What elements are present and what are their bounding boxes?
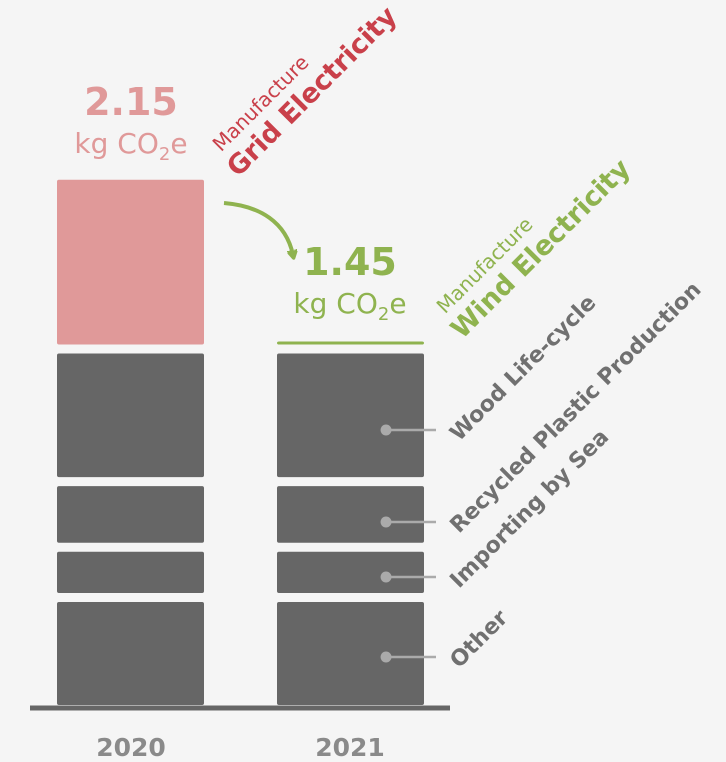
bar-2021-other xyxy=(277,602,424,705)
total-2021-unit: kg CO2e xyxy=(293,287,406,325)
bar-2020-wood-life-cycle xyxy=(57,353,204,478)
bar-2021-recycled-plastic-production xyxy=(277,486,424,543)
bar-2021-manufacture xyxy=(277,341,424,345)
total-2020-value: 2.15 xyxy=(84,80,178,124)
total-2021: 1.45 kg CO2e xyxy=(293,240,406,325)
year-label-2021: 2021 xyxy=(315,733,385,762)
bar-2021-wood-life-cycle xyxy=(277,353,424,478)
annotation-wind-electricity: Manufacture Wind Electricity xyxy=(432,153,638,345)
annotation-wind-big: Wind Electricity xyxy=(445,153,637,345)
bar-2020-recycled-plastic-production xyxy=(57,486,204,543)
total-2020-unit: kg CO2e xyxy=(74,127,187,165)
transition-arrow xyxy=(223,201,293,255)
annotation-grid-big: Grid Electricity xyxy=(221,0,404,183)
bars-group xyxy=(57,179,424,705)
year-label-2020: 2020 xyxy=(96,733,166,762)
total-2020: 2.15 kg CO2e xyxy=(74,80,187,165)
total-2021-value: 1.45 xyxy=(303,240,397,284)
annotation-grid-electricity: Manufacture Grid Electricity xyxy=(208,0,404,183)
bar-2020-manufacture xyxy=(57,179,204,345)
segment-label-text-other: Other xyxy=(446,606,514,674)
bar-2020-other xyxy=(57,602,204,705)
bar-2021-importing-by-sea xyxy=(277,551,424,593)
bar-2020-importing-by-sea xyxy=(57,551,204,593)
